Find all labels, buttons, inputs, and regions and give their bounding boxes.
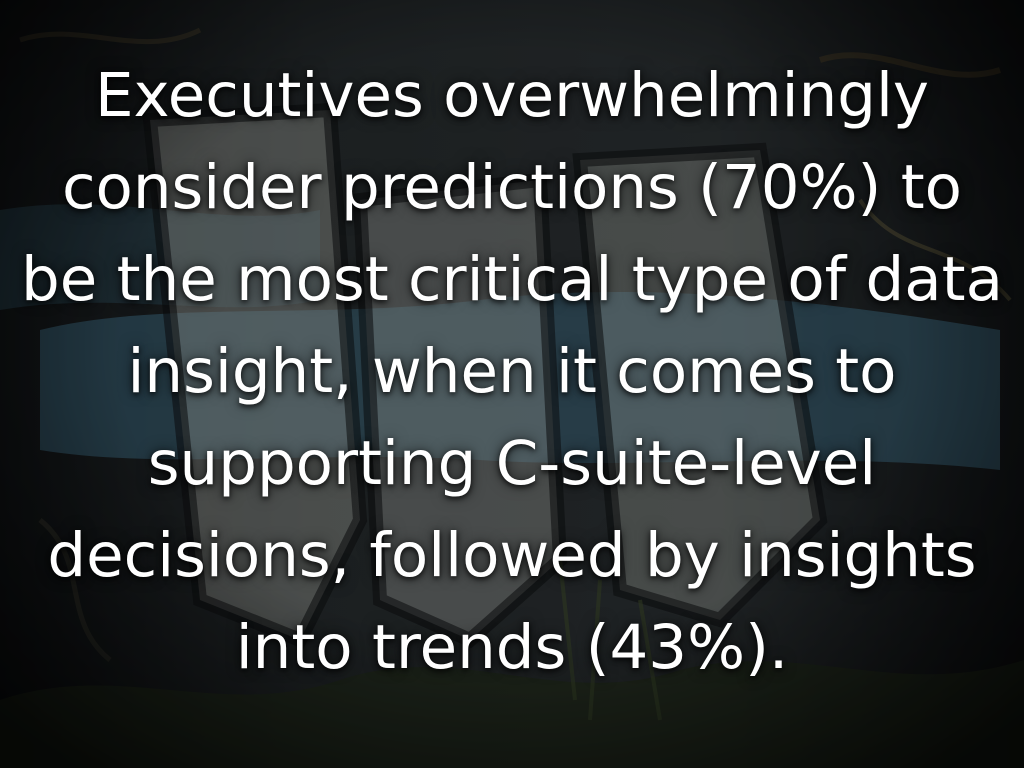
slide-text-container: Executives overwhelmingly consider predi… bbox=[20, 50, 1004, 740]
slide-quote-text: Executives overwhelmingly consider predi… bbox=[21, 60, 1003, 683]
